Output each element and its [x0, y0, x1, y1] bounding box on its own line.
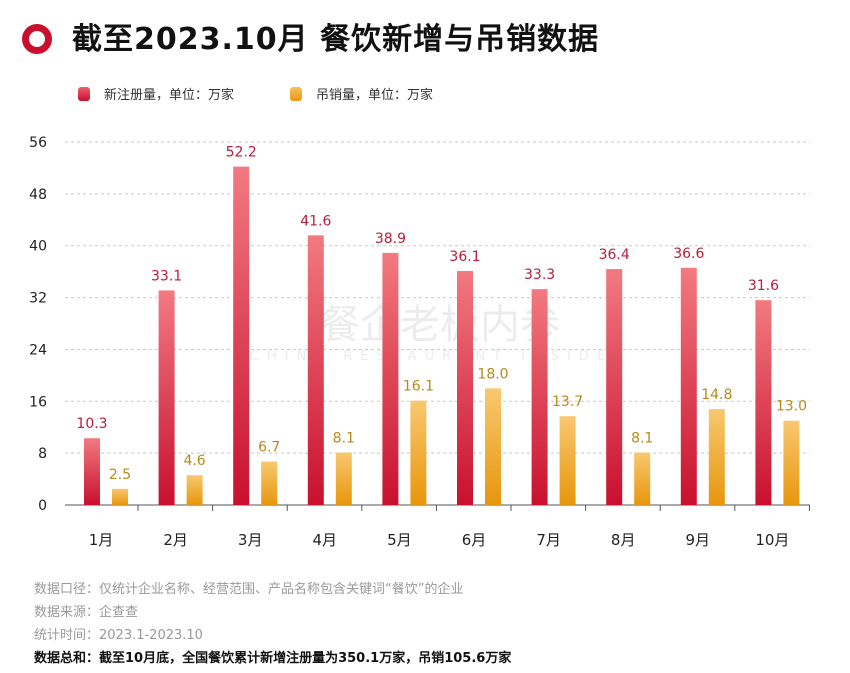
data-label-new: 10.3: [76, 416, 107, 432]
data-label-new: 33.1: [151, 268, 182, 284]
bar-new: [233, 166, 250, 505]
data-label-new: 52.2: [226, 145, 257, 161]
bar-new: [531, 289, 548, 505]
y-tick-label: 16: [29, 394, 47, 410]
y-tick-label: 0: [38, 498, 47, 514]
bar-new: [606, 269, 623, 505]
x-tick-label: 8月: [611, 531, 636, 549]
y-tick-label: 40: [29, 239, 47, 255]
x-tick-label: 4月: [313, 531, 338, 549]
bar-revoked: [708, 409, 725, 505]
x-tick-label: 6月: [462, 531, 487, 549]
bar-new: [457, 270, 473, 505]
legend-revoked: 吊销量，单位：万家: [290, 84, 433, 103]
y-tick-label: 32: [29, 291, 47, 307]
data-label-revoked: 18.0: [477, 366, 508, 382]
x-tick-label: 7月: [536, 531, 561, 549]
legend-new: 新注册量，单位：万家: [78, 84, 234, 103]
bar-new: [680, 267, 697, 505]
footer-summary: 数据总和：截至10月底，全国餐饮累计新增注册量为350.1万家，吊销105.6万…: [34, 651, 512, 666]
data-label-revoked: 8.1: [631, 430, 653, 446]
bar-revoked: [559, 416, 576, 505]
bar-new: [382, 252, 399, 505]
bar-chart: 餐企老板内参 CHINA RESTAURANT INSIDER 0 8 16 24 32…: [29, 135, 810, 549]
data-label-new: 36.6: [673, 246, 704, 262]
legend-swatch-revoked: [290, 86, 302, 101]
bar-new: [307, 235, 324, 506]
bar-revoked: [410, 400, 427, 505]
bar-new: [158, 290, 175, 505]
bar-new: [84, 438, 100, 505]
legend-swatch-new: [78, 86, 90, 101]
bar-revoked: [783, 420, 800, 505]
data-label-revoked: 8.1: [333, 430, 355, 446]
y-tick-label: 56: [29, 135, 47, 151]
data-label-revoked: 6.7: [258, 440, 280, 456]
page-title: 截至2023.10月 餐饮新增与吊销数据: [72, 22, 600, 57]
data-label-revoked: 13.0: [776, 399, 807, 415]
circle-logo-icon: [22, 24, 52, 54]
data-label-new: 33.3: [524, 267, 555, 283]
data-label-revoked: 2.5: [109, 467, 131, 483]
data-label-new: 38.9: [375, 231, 406, 247]
data-label-revoked: 16.1: [403, 379, 434, 395]
bar-revoked: [112, 488, 128, 505]
data-label-revoked: 14.8: [701, 387, 732, 403]
data-label-new: 31.6: [748, 278, 779, 294]
legend-label-revoked: 吊销量，单位：万家: [316, 88, 434, 103]
bar-revoked: [335, 452, 352, 505]
bar-revoked: [485, 388, 501, 505]
x-tick-label: 3月: [238, 531, 263, 549]
watermark: 餐企老板内参 CHINA RESTAURANT INSIDER: [250, 302, 630, 364]
data-label-new: 36.1: [449, 249, 480, 265]
x-tick-label: 5月: [387, 531, 412, 549]
bar-revoked: [634, 452, 651, 505]
y-tick-label: 48: [29, 187, 47, 203]
x-tick-label: 9月: [686, 531, 711, 549]
data-label-new: 41.6: [300, 213, 331, 229]
footer-period: 统计时间：2023.1-2023.10: [34, 628, 203, 643]
footer-scope: 数据口径：仅统计企业名称、经营范围、产品名称包含关键词“餐饮”的企业: [34, 582, 464, 597]
x-tick-label: 1月: [89, 531, 114, 549]
bar-revoked: [186, 475, 203, 505]
bar-new: [755, 300, 772, 505]
data-label-revoked: 13.7: [552, 394, 583, 410]
x-tick-label: 2月: [163, 531, 188, 549]
legend-label-new: 新注册量，单位：万家: [104, 88, 235, 103]
x-tick-label: 10月: [755, 531, 789, 549]
y-tick-label: 24: [29, 342, 47, 358]
y-tick-label: 8: [38, 446, 47, 462]
data-label-revoked: 4.6: [183, 453, 205, 469]
footer-source: 数据来源：企查查: [34, 605, 139, 620]
watermark-cn: 餐企老板内参: [320, 302, 560, 348]
data-label-new: 36.4: [599, 247, 630, 263]
bar-revoked: [261, 461, 278, 505]
watermark-en: CHINA RESTAURANT INSIDER: [250, 349, 630, 364]
